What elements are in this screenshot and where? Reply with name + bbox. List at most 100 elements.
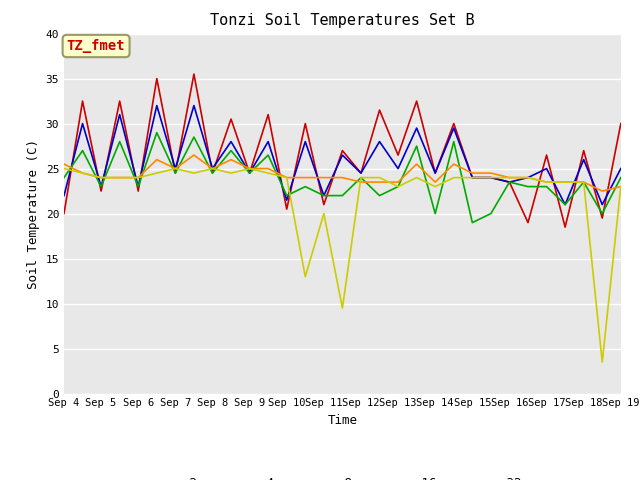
-8cm	[264, 152, 272, 158]
-32cm	[394, 184, 402, 190]
-8cm	[209, 170, 216, 176]
-8cm	[97, 184, 105, 190]
-32cm	[227, 170, 235, 176]
-32cm	[134, 175, 142, 180]
-4cm	[264, 139, 272, 144]
-8cm	[227, 148, 235, 154]
-32cm	[450, 175, 458, 180]
-16cm	[617, 184, 625, 190]
-2cm	[190, 71, 198, 77]
-32cm	[320, 211, 328, 216]
-2cm	[153, 76, 161, 82]
Line: -2cm: -2cm	[64, 74, 621, 227]
-4cm	[617, 166, 625, 171]
-16cm	[153, 156, 161, 162]
-16cm	[134, 175, 142, 180]
-4cm	[468, 175, 476, 180]
-4cm	[134, 184, 142, 190]
-2cm	[209, 170, 216, 176]
-4cm	[246, 170, 253, 176]
-4cm	[580, 156, 588, 162]
-16cm	[357, 179, 365, 185]
-16cm	[524, 175, 532, 180]
-8cm	[357, 175, 365, 180]
-32cm	[357, 175, 365, 180]
-8cm	[320, 192, 328, 199]
-4cm	[301, 139, 309, 144]
-2cm	[431, 170, 439, 176]
Line: -16cm: -16cm	[64, 155, 621, 191]
-8cm	[431, 211, 439, 216]
-16cm	[468, 170, 476, 176]
Text: TZ_fmet: TZ_fmet	[67, 39, 125, 53]
-16cm	[339, 175, 346, 180]
-8cm	[172, 170, 179, 176]
-32cm	[209, 166, 216, 171]
-16cm	[450, 161, 458, 167]
-2cm	[264, 112, 272, 118]
-4cm	[97, 184, 105, 190]
-8cm	[153, 130, 161, 135]
-4cm	[320, 192, 328, 199]
-8cm	[116, 139, 124, 144]
-8cm	[339, 192, 346, 199]
-32cm	[598, 359, 606, 365]
-4cm	[598, 202, 606, 207]
-2cm	[172, 170, 179, 176]
-4cm	[209, 166, 216, 171]
-4cm	[524, 175, 532, 180]
-2cm	[301, 120, 309, 126]
-32cm	[246, 166, 253, 171]
-32cm	[97, 175, 105, 180]
-16cm	[79, 170, 86, 176]
-4cm	[431, 170, 439, 176]
-32cm	[487, 175, 495, 180]
-16cm	[190, 152, 198, 158]
-32cm	[413, 175, 420, 180]
-4cm	[190, 103, 198, 108]
-2cm	[598, 215, 606, 221]
-4cm	[116, 112, 124, 118]
-8cm	[506, 179, 513, 185]
-8cm	[487, 211, 495, 216]
-16cm	[413, 161, 420, 167]
-16cm	[301, 175, 309, 180]
-4cm	[376, 139, 383, 144]
-32cm	[339, 305, 346, 311]
-32cm	[617, 184, 625, 190]
-4cm	[339, 152, 346, 158]
-4cm	[450, 125, 458, 131]
-32cm	[153, 170, 161, 176]
-2cm	[320, 202, 328, 207]
-2cm	[394, 152, 402, 158]
-8cm	[468, 220, 476, 226]
Line: -32cm: -32cm	[64, 168, 621, 362]
-4cm	[487, 175, 495, 180]
-8cm	[246, 170, 253, 176]
-4cm	[172, 166, 179, 171]
-2cm	[79, 98, 86, 104]
-8cm	[598, 211, 606, 216]
-2cm	[524, 220, 532, 226]
-2cm	[227, 116, 235, 122]
-32cm	[264, 170, 272, 176]
-2cm	[506, 179, 513, 185]
-32cm	[190, 170, 198, 176]
-32cm	[468, 175, 476, 180]
-2cm	[450, 120, 458, 126]
-2cm	[357, 170, 365, 176]
-16cm	[376, 179, 383, 185]
-2cm	[339, 148, 346, 154]
-16cm	[172, 166, 179, 171]
-8cm	[301, 184, 309, 190]
-16cm	[561, 179, 569, 185]
-2cm	[246, 170, 253, 176]
-8cm	[283, 192, 291, 199]
-16cm	[116, 175, 124, 180]
Line: -4cm: -4cm	[64, 106, 621, 204]
-8cm	[79, 148, 86, 154]
-32cm	[543, 179, 550, 185]
-2cm	[487, 175, 495, 180]
-8cm	[60, 175, 68, 180]
-32cm	[60, 166, 68, 171]
